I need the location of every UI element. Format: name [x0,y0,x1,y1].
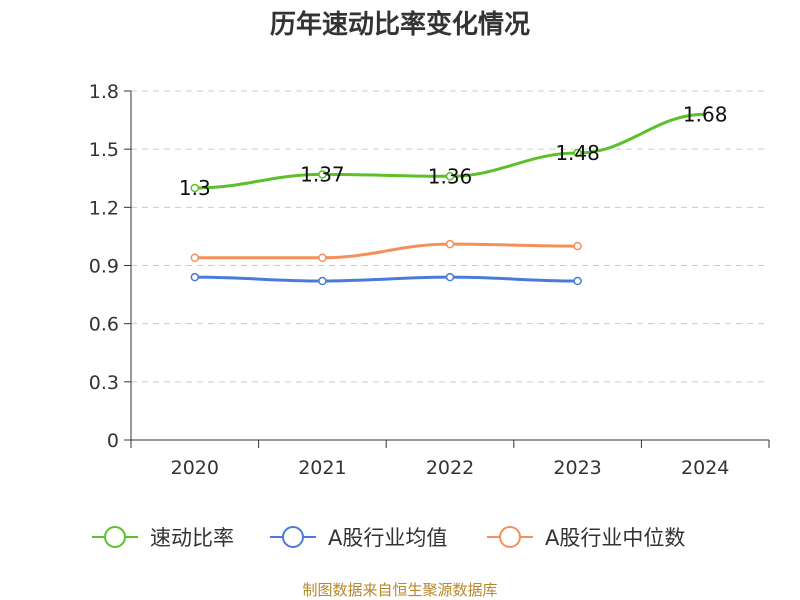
x-tick-label: 2020 [171,457,219,479]
legend-marker [499,526,521,548]
data-point [573,276,582,286]
legend-marker [282,526,304,548]
source-footer: 制图数据来自恒生聚源数据库 [302,581,497,599]
y-tick-label: 0.6 [89,314,119,336]
x-tick-label: 2023 [553,457,601,479]
axes: 0 0.3 0.6 0.9 1.2 1.5 1.8 2020 2021 2022 2023 2024 [89,81,770,479]
data-point [190,253,200,262]
x-tick-label: 2022 [426,457,474,479]
legend[interactable]: 速动比率 A股行业均值 A股行业中位数 [92,526,685,550]
data-point [445,239,455,249]
data-label: 1.36 [428,164,473,188]
y-tick-label: 1.5 [89,139,119,161]
legend-marker [104,526,126,548]
x-tick-label: 2021 [298,457,346,479]
data-point [573,241,582,251]
y-tick-label: 0.9 [89,256,119,278]
data-point [318,170,327,179]
data-point [318,276,327,286]
data-point [573,148,582,158]
y-tick-label: 1.2 [89,197,119,219]
data-label: 1.68 [683,102,728,126]
series-lines [190,112,706,286]
data-point [318,253,327,262]
data-label: 1.37 [300,162,345,186]
chart-title: 历年速动比率变化情况 [270,9,530,40]
legend-label: A股行业均值 [328,526,447,550]
series-line [194,242,578,260]
y-tick-label: 1.8 [89,81,119,103]
data-point [445,172,455,181]
series-line [194,275,578,283]
data-point [190,183,200,193]
data-point [190,272,200,282]
data-label: 1.48 [555,141,600,165]
grid-lines [131,90,769,383]
data-label: 1.3 [179,176,211,200]
data-labels: 1.3 1.37 1.36 1.48 1.68 [179,102,728,200]
data-point [445,272,455,282]
y-tick-label: 0 [107,430,119,452]
legend-label: A股行业中位数 [545,526,685,550]
x-tick-label: 2024 [681,457,729,479]
legend-label: 速动比率 [150,526,234,550]
y-tick-label: 0.3 [89,372,119,394]
